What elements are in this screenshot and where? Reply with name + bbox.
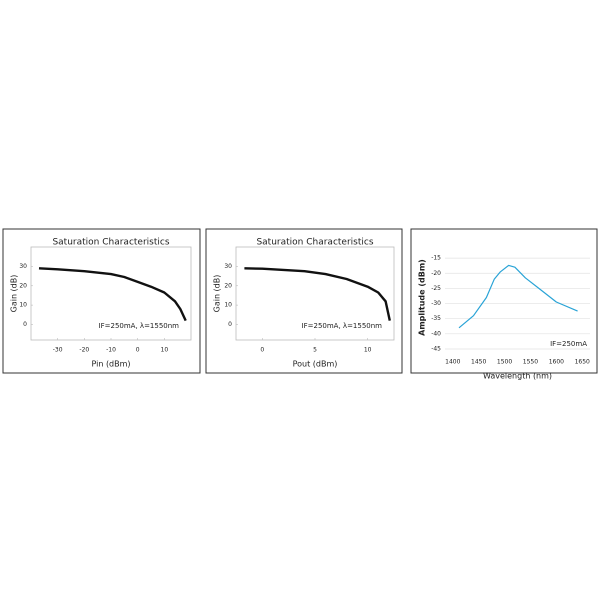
chart-title: Saturation Characteristics (52, 238, 169, 248)
x-tick-label: 10 (364, 347, 372, 354)
x-tick-label: 1650 (575, 359, 590, 366)
data-line (38, 267, 187, 322)
y-tick-label: 20 (224, 282, 232, 289)
y-tick-label: 10 (224, 302, 232, 309)
x-tick-label: 1550 (523, 359, 538, 366)
x-axis-label: Pin (dBm) (91, 360, 130, 369)
annotation: IF=250mA (550, 340, 587, 348)
x-tick-label: 1400 (445, 359, 460, 366)
y-tick-label: 20 (19, 282, 27, 289)
annotation: IF=250mA, λ=1550nm (302, 322, 383, 330)
y-tick-label: 30 (224, 263, 232, 270)
chart-title: Saturation Characteristics (256, 238, 373, 248)
y-tick-label: -45 (431, 345, 441, 352)
y-tick-label: 10 (19, 302, 27, 309)
x-tick-label: 5 (313, 347, 317, 354)
y-axis-label: Amplitude (dBm) (418, 259, 427, 336)
panel (2, 228, 201, 374)
x-tick-label: 10 (161, 347, 169, 354)
y-tick-label: -35 (431, 315, 441, 322)
x-axis-label: Wavelength (nm) (483, 372, 552, 381)
x-tick-label: -30 (53, 347, 63, 354)
data-line (458, 264, 578, 329)
x-tick-label: 0 (260, 347, 264, 354)
y-tick-label: -20 (431, 270, 441, 277)
y-tick-label: -25 (431, 285, 441, 292)
x-axis-label: Pout (dBm) (293, 360, 338, 369)
y-tick-label: -40 (431, 330, 441, 337)
y-axis-label: Gain (dB) (213, 275, 222, 313)
panel (205, 228, 403, 374)
y-tick-label: 0 (23, 321, 27, 328)
data-line (244, 267, 391, 321)
x-tick-label: 1600 (549, 359, 564, 366)
y-tick-label: 30 (19, 263, 27, 270)
x-tick-label: -10 (106, 347, 116, 354)
x-tick-label: 1450 (471, 359, 486, 366)
y-tick-label: 0 (228, 321, 232, 328)
annotation: IF=250mA, λ=1550nm (99, 322, 180, 330)
x-tick-label: 1500 (497, 359, 512, 366)
y-tick-label: -15 (431, 255, 441, 262)
y-axis-label: Gain (dB) (10, 275, 19, 313)
x-tick-label: 0 (136, 347, 140, 354)
x-tick-label: -20 (79, 347, 89, 354)
y-tick-label: -30 (431, 300, 441, 307)
